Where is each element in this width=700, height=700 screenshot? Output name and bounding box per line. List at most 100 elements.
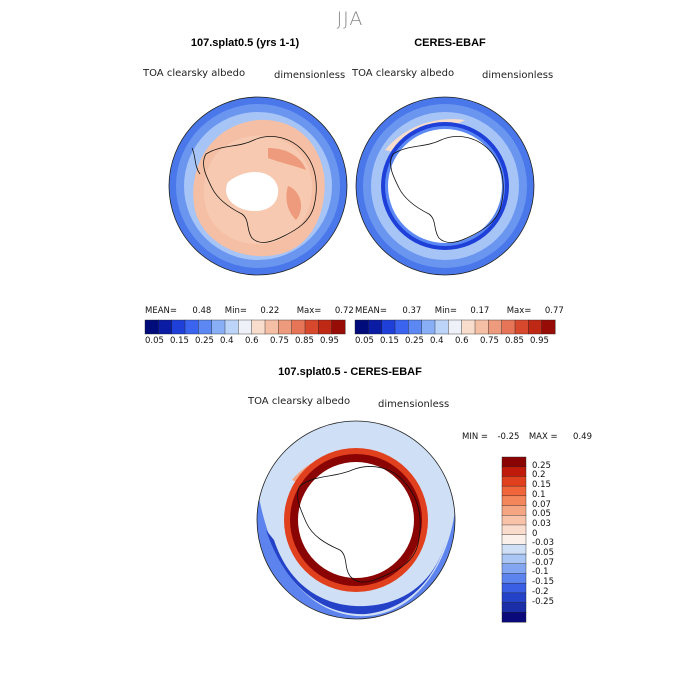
colorbar-swatch [501,466,527,477]
colorbar-swatch [474,319,489,335]
panel1-colorbar-ticks: 0.05 0.15 0.25 0.4 0.6 0.75 0.85 0.95 [145,336,345,348]
panel3-max-value: 0.49 [573,432,592,442]
panel2-title: CERES-EBAF [414,37,486,49]
panel2-min-value: 0.17 [470,306,490,316]
colorbar-swatch [501,495,527,507]
panel3-max-label: MAX = [528,432,558,442]
colorbar-tick-label: 0.75 [480,336,499,346]
colorbar-swatch [501,563,527,574]
colorbar-swatch [198,319,213,335]
panel2-max-label: Max= [506,306,532,316]
colorbar-swatch [368,319,383,335]
colorbar-swatch [528,319,543,335]
colorbar-swatch [501,612,527,623]
colorbar-swatch [421,319,436,335]
colorbar-swatch [304,319,319,335]
panel3-min-value: -0.25 [497,432,520,442]
colorbar-tick-label: -0.2 [532,586,549,597]
colorbar-swatch [501,573,527,584]
colorbar-tick-label: 0.03 [532,518,551,529]
colorbar-swatch [541,319,556,335]
panel2-mean-value: 0.37 [402,306,422,316]
colorbar-tick-label: 0.75 [270,336,289,346]
colorbar-tick-label: 0 [532,528,538,539]
panel1-max-value: 0.72 [334,306,354,316]
colorbar-swatch [278,319,293,335]
colorbar-swatch [501,553,527,565]
colorbar-tick-label: 0.25 [405,336,424,346]
colorbar-tick-label: 0.05 [145,336,164,346]
colorbar-tick-label: 0.4 [220,336,234,346]
panel1-units-label: dimensionless [274,70,346,81]
colorbar-swatch [501,476,527,487]
colorbar-tick-label: 0.07 [532,499,551,510]
colorbar-tick-label: 0.6 [455,336,469,346]
panel1-min-value: 0.22 [260,306,280,316]
colorbar-swatch [354,319,369,335]
colorbar-tick-label: 0.85 [295,336,314,346]
panel2-min-label: Min= [434,306,457,316]
season-title: JJA [336,8,364,30]
colorbar-tick-label: 0.15 [380,336,399,346]
colorbar-swatch [501,582,527,594]
colorbar-swatch [501,485,527,497]
panel2-units-label: dimensionless [482,70,554,81]
panel1-max-label: Max= [296,306,322,316]
colorbar-swatch [251,319,266,335]
colorbar-swatch [501,319,516,335]
panel3-colorbar-ticks: 0.25 0.2 0.15 0.1 0.07 0.05 0.03 0 -0.03 -0.05 -0.… [532,457,582,622]
panel3-title: 107.splat0.5 - CERES-EBAF [278,366,422,378]
panel1-min-label: Min= [224,306,247,316]
colorbar-swatch [224,319,239,335]
colorbar-swatch [211,319,226,335]
colorbar-swatch [448,319,463,335]
panel1-mean-label: MEAN= [145,306,177,316]
colorbar-tick-label: 0.95 [320,336,339,346]
colorbar-tick-label: 0.05 [355,336,374,346]
colorbar-swatch [514,319,529,335]
colorbar-swatch [291,319,306,335]
colorbar-swatch [158,319,173,335]
panel1-variable-label: TOA clearsky albedo [143,68,246,79]
panel3-min-label: MIN = [462,432,489,442]
panel1-colorbar [144,319,346,335]
colorbar-swatch [318,319,333,335]
colorbar-swatch [501,515,527,526]
colorbar-tick-label: 0.05 [532,509,551,520]
colorbar-swatch [144,319,159,335]
colorbar-tick-label: -0.07 [532,557,554,568]
panel2-mean-label: MEAN= [355,306,387,316]
colorbar-swatch [238,319,253,335]
colorbar-tick-label: 0.4 [430,336,444,346]
colorbar-tick-label: -0.1 [532,567,549,578]
colorbar-tick-label: 0.2 [532,470,546,481]
colorbar-swatch [434,319,449,335]
colorbar-tick-label: -0.15 [532,577,554,588]
colorbar-tick-label: 0.15 [532,480,551,491]
panel3-variable-label: TOA clearsky albedo [248,396,351,407]
colorbar-swatch [488,319,503,335]
panel2-max-value: 0.77 [544,306,564,316]
panel1-polar-map [168,96,348,276]
colorbar-swatch [408,319,423,335]
colorbar-swatch [501,534,527,545]
panel3-polar-map [256,420,456,620]
colorbar-swatch [501,602,527,613]
colorbar-swatch [461,319,476,335]
colorbar-swatch [501,456,527,468]
colorbar-tick-label: 0.85 [505,336,524,346]
panel2-colorbar [354,319,556,335]
colorbar-swatch [331,319,346,335]
colorbar-tick-label: 0.25 [195,336,214,346]
colorbar-swatch [264,319,279,335]
colorbar-swatch [381,319,396,335]
colorbar-swatch [394,319,409,335]
panel3-units-label: dimensionless [378,399,450,410]
panel1-mean-value: 0.48 [192,306,212,316]
colorbar-tick-label: 0.25 [532,460,551,471]
panel3-colorbar [501,456,527,623]
colorbar-tick-label: 0.6 [245,336,259,346]
panel2-polar-map [355,96,535,276]
colorbar-tick-label: 0.15 [170,336,189,346]
colorbar-swatch [501,524,527,536]
